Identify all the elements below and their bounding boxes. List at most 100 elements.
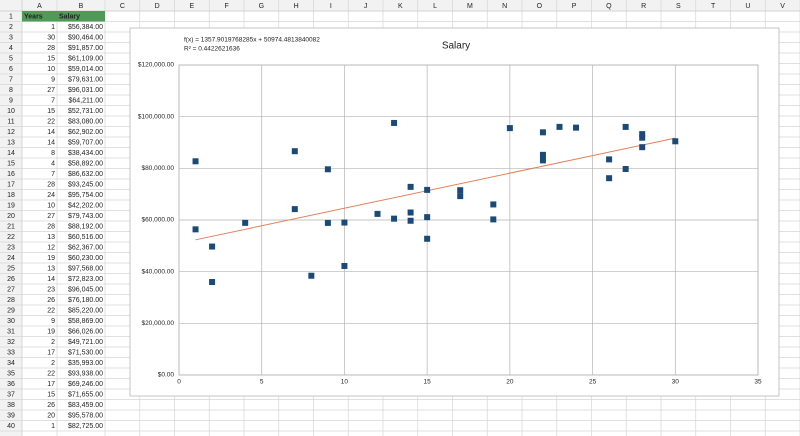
- row-header[interactable]: 8: [9, 87, 13, 94]
- row-header[interactable]: 36: [7, 381, 15, 388]
- cell-text[interactable]: 1: [51, 24, 55, 31]
- cell-text[interactable]: $60,516.00: [68, 234, 103, 241]
- cell-text[interactable]: 13: [47, 234, 55, 241]
- cell-text[interactable]: $79,631.00: [68, 77, 103, 84]
- row-header[interactable]: 24: [7, 255, 15, 262]
- cell-text[interactable]: 22: [47, 371, 55, 378]
- row-header[interactable]: 31: [7, 329, 15, 336]
- column-header[interactable]: J: [364, 3, 368, 10]
- cell-text[interactable]: 4: [51, 161, 55, 168]
- row-header[interactable]: 29: [7, 308, 15, 315]
- row-header[interactable]: 27: [7, 287, 15, 294]
- cell-text[interactable]: $62,367.00: [68, 245, 103, 252]
- row-header[interactable]: 30: [7, 318, 15, 325]
- cell-text[interactable]: 28: [47, 224, 55, 231]
- cell-text[interactable]: $90,464.00: [68, 35, 103, 42]
- column-header[interactable]: I: [330, 3, 332, 10]
- cell-text[interactable]: $83,080.00: [68, 119, 103, 126]
- row-header[interactable]: 22: [7, 234, 15, 241]
- cell-text[interactable]: $96,045.00: [68, 287, 103, 294]
- row-header[interactable]: 20: [7, 213, 15, 220]
- column-header[interactable]: N: [502, 3, 507, 10]
- header-cell-text[interactable]: Years: [24, 14, 43, 21]
- cell-text[interactable]: $59,707.00: [68, 140, 103, 147]
- cell-text[interactable]: $91,857.00: [68, 45, 103, 52]
- cell-text[interactable]: $42,202.00: [68, 203, 103, 210]
- cell-text[interactable]: 1: [51, 423, 55, 430]
- column-header[interactable]: L: [433, 3, 437, 10]
- row-header[interactable]: 37: [7, 392, 15, 399]
- column-header[interactable]: Q: [606, 3, 612, 10]
- row-header[interactable]: 38: [7, 402, 15, 409]
- cell-text[interactable]: $52,731.00: [68, 108, 103, 115]
- cell-text[interactable]: 2: [51, 339, 55, 346]
- cell-text[interactable]: $96,031.00: [68, 87, 103, 94]
- cell-text[interactable]: 15: [47, 56, 55, 63]
- row-header[interactable]: 10: [7, 108, 15, 115]
- cell-text[interactable]: 27: [47, 87, 55, 94]
- cell-text[interactable]: $97,568.00: [68, 266, 103, 273]
- row-header[interactable]: 34: [7, 360, 15, 367]
- row-header[interactable]: 6: [9, 66, 13, 73]
- cell-text[interactable]: $56,384.00: [68, 24, 103, 31]
- cell-text[interactable]: 7: [51, 98, 55, 105]
- cell-text[interactable]: $61,109.00: [68, 56, 103, 63]
- cell-text[interactable]: 22: [47, 308, 55, 315]
- row-header[interactable]: 18: [7, 192, 15, 199]
- row-header[interactable]: 15: [7, 161, 15, 168]
- cell-text[interactable]: $86,632.00: [68, 171, 103, 178]
- column-header[interactable]: P: [572, 3, 577, 10]
- cell-text[interactable]: 28: [47, 182, 55, 189]
- cell-text[interactable]: 9: [51, 77, 55, 84]
- column-header[interactable]: E: [190, 3, 195, 10]
- cell-text[interactable]: 15: [47, 392, 55, 399]
- cell-text[interactable]: $71,530.00: [68, 350, 103, 357]
- cell-text[interactable]: $76,180.00: [68, 297, 103, 304]
- column-header[interactable]: H: [294, 3, 299, 10]
- row-header[interactable]: 5: [9, 56, 13, 63]
- cell-text[interactable]: $58,869.00: [68, 318, 103, 325]
- row-header[interactable]: 19: [7, 203, 15, 210]
- cell-text[interactable]: $95,754.00: [68, 192, 103, 199]
- row-header[interactable]: 35: [7, 371, 15, 378]
- column-header[interactable]: G: [259, 3, 264, 10]
- cell-text[interactable]: 14: [47, 276, 55, 283]
- row-header[interactable]: 17: [7, 182, 15, 189]
- cell-text[interactable]: 30: [47, 35, 55, 42]
- cell-text[interactable]: 12: [47, 245, 55, 252]
- cell-text[interactable]: $79,743.00: [68, 213, 103, 220]
- column-header[interactable]: V: [780, 3, 785, 10]
- cell-text[interactable]: $58,892.00: [68, 161, 103, 168]
- cell-text[interactable]: $83,459.00: [68, 402, 103, 409]
- row-header[interactable]: 14: [7, 150, 15, 157]
- cell-text[interactable]: $59,014.00: [68, 66, 103, 73]
- cell-text[interactable]: $49,721.00: [68, 339, 103, 346]
- row-header[interactable]: 32: [7, 339, 15, 346]
- cell-text[interactable]: 2: [51, 360, 55, 367]
- cell-text[interactable]: 17: [47, 350, 55, 357]
- cell-text[interactable]: 15: [47, 108, 55, 115]
- cell-text[interactable]: 13: [47, 266, 55, 273]
- column-header[interactable]: S: [676, 3, 681, 10]
- cell-text[interactable]: 22: [47, 119, 55, 126]
- cell-text[interactable]: $95,578.00: [68, 413, 103, 420]
- row-header[interactable]: 21: [7, 224, 15, 231]
- column-header[interactable]: D: [155, 3, 160, 10]
- row-header[interactable]: 11: [7, 119, 14, 126]
- column-header[interactable]: C: [120, 3, 125, 10]
- cell-text[interactable]: 10: [47, 66, 55, 73]
- cell-text[interactable]: 10: [47, 203, 55, 210]
- cell-text[interactable]: $71,655.00: [68, 392, 103, 399]
- cell-text[interactable]: $38,434.00: [68, 150, 103, 157]
- row-header[interactable]: 39: [7, 413, 15, 420]
- cell-text[interactable]: 19: [47, 255, 55, 262]
- cell-text[interactable]: 17: [47, 381, 55, 388]
- cell-text[interactable]: 8: [51, 150, 55, 157]
- cell-text[interactable]: $93,938.00: [68, 371, 103, 378]
- row-header[interactable]: 13: [7, 140, 15, 147]
- row-header[interactable]: 26: [7, 276, 15, 283]
- row-header[interactable]: 2: [9, 24, 13, 31]
- row-header[interactable]: 3: [9, 35, 13, 42]
- cell-text[interactable]: 7: [51, 171, 55, 178]
- cell-text[interactable]: 26: [47, 297, 55, 304]
